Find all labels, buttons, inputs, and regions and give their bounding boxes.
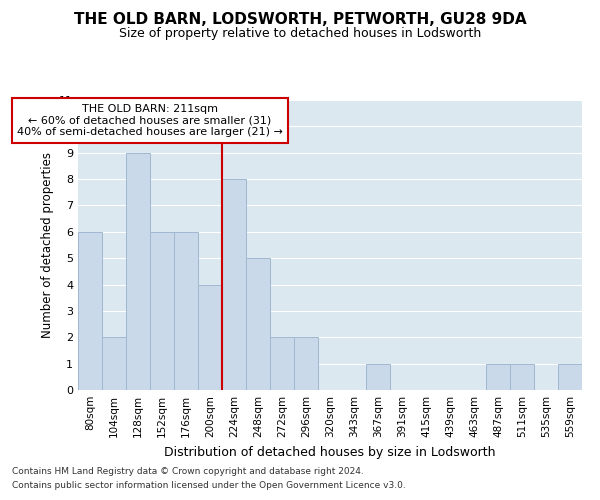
Text: THE OLD BARN: 211sqm
← 60% of detached houses are smaller (31)
40% of semi-detac: THE OLD BARN: 211sqm ← 60% of detached h… (17, 104, 283, 137)
Y-axis label: Number of detached properties: Number of detached properties (41, 152, 53, 338)
Text: Contains public sector information licensed under the Open Government Licence v3: Contains public sector information licen… (12, 481, 406, 490)
Bar (294, 338, 318, 390)
Bar (126, 152, 150, 390)
Bar (510, 364, 534, 390)
Bar (366, 364, 390, 390)
Text: Size of property relative to detached houses in Lodsworth: Size of property relative to detached ho… (119, 28, 481, 40)
Bar (270, 338, 294, 390)
Text: Contains HM Land Registry data © Crown copyright and database right 2024.: Contains HM Land Registry data © Crown c… (12, 467, 364, 476)
Bar (558, 364, 582, 390)
Text: Distribution of detached houses by size in Lodsworth: Distribution of detached houses by size … (164, 446, 496, 459)
Bar (222, 179, 246, 390)
Bar (486, 364, 510, 390)
Text: THE OLD BARN, LODSWORTH, PETWORTH, GU28 9DA: THE OLD BARN, LODSWORTH, PETWORTH, GU28 … (74, 12, 526, 28)
Bar (246, 258, 270, 390)
Bar (78, 232, 102, 390)
Bar (198, 284, 222, 390)
Bar (150, 232, 174, 390)
Bar (174, 232, 198, 390)
Bar (102, 338, 126, 390)
